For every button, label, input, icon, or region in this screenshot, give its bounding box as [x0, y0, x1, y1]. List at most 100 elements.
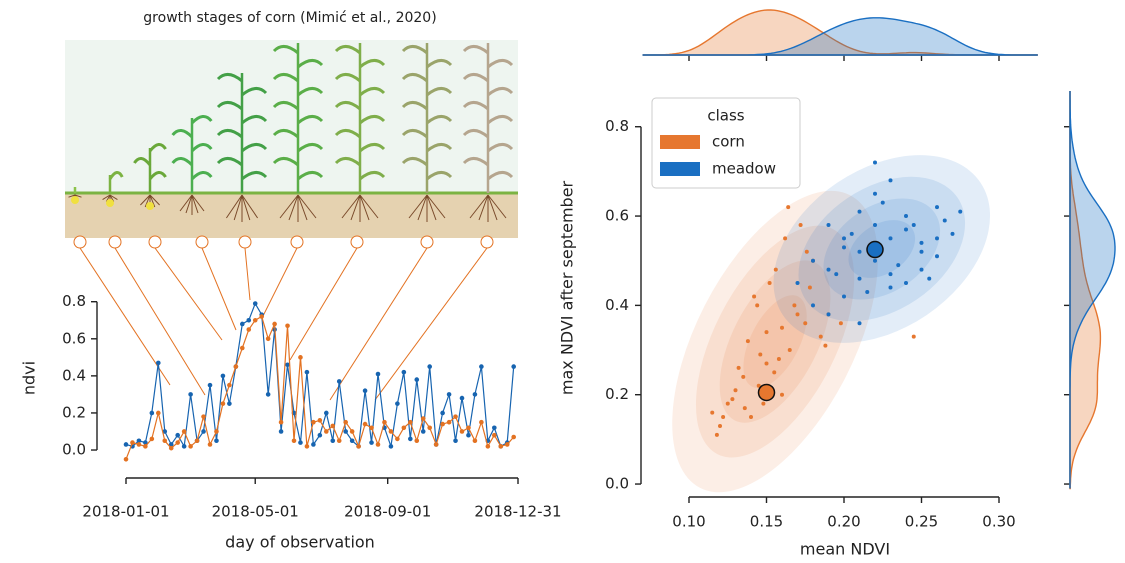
series-point	[420, 429, 426, 434]
series-point	[498, 444, 504, 449]
scatter-point	[857, 276, 862, 281]
connector	[261, 247, 298, 319]
plant-root	[341, 194, 361, 219]
plant-leaf	[216, 73, 243, 83]
plant-leaf	[108, 171, 124, 180]
series-point	[175, 432, 180, 438]
series-point	[375, 442, 381, 447]
scatter-point	[761, 401, 766, 406]
stage-marker	[108, 235, 122, 249]
scatter-point	[767, 281, 772, 286]
legend-swatch	[660, 135, 700, 149]
plant-leaf	[487, 87, 514, 97]
connector	[244, 247, 251, 301]
series-point	[492, 425, 497, 431]
plant-root	[225, 194, 243, 219]
scatter-point	[888, 285, 893, 290]
scatter-point	[873, 160, 877, 165]
series-point	[246, 327, 252, 332]
plant-leaf	[462, 157, 489, 167]
series-point	[343, 419, 348, 425]
scatter-point	[919, 240, 924, 245]
plant-leaf	[133, 157, 152, 166]
scatter-point	[792, 303, 797, 308]
plant-root	[74, 194, 82, 198]
series-point	[181, 444, 187, 449]
plant-root	[191, 194, 199, 214]
connector	[79, 247, 171, 386]
plant-root	[426, 194, 437, 221]
scatter-point	[935, 205, 939, 210]
series-point	[362, 421, 368, 427]
series-point	[414, 377, 420, 382]
x-tick-label: 0.25	[905, 513, 938, 531]
plant-leaf	[190, 143, 213, 153]
x-axis-label: mean NDVI	[800, 540, 890, 559]
plant-leaf	[148, 143, 167, 152]
scatter-point	[823, 343, 828, 348]
scatter-point	[742, 406, 747, 411]
series-point	[453, 414, 458, 419]
plant-root	[149, 194, 156, 208]
scatter-point	[826, 267, 831, 272]
y-tick-label: 0.0	[62, 441, 86, 459]
series-point	[278, 429, 284, 434]
scatter-point	[780, 392, 784, 397]
scatter-point	[873, 258, 877, 263]
plant-root	[191, 194, 205, 212]
plant-leaf	[401, 73, 428, 83]
plant-leaf	[241, 115, 268, 125]
series-point	[123, 442, 129, 447]
plant-leaf	[334, 73, 361, 83]
y-tick-label: 0.4	[62, 366, 86, 384]
plant-leaf	[426, 171, 453, 181]
series-point	[459, 395, 465, 401]
scatter-point	[795, 312, 800, 317]
series-point	[149, 410, 155, 416]
scatter-point	[888, 272, 893, 277]
scatter-point	[857, 321, 862, 326]
plant-leaf	[426, 59, 453, 69]
series-point	[220, 401, 226, 406]
series-point	[427, 425, 432, 431]
connector	[114, 247, 206, 396]
illustration-soil	[65, 193, 518, 238]
series-point	[240, 345, 245, 351]
plant-root	[149, 194, 160, 206]
marginal-x-density	[642, 17, 1038, 56]
scatter-point	[842, 294, 846, 299]
series-point	[466, 432, 471, 438]
plant-leaf	[401, 157, 428, 167]
scatter-point	[772, 370, 777, 375]
plant-leaf	[297, 171, 324, 181]
plant-leaf	[359, 87, 386, 97]
plant-root	[408, 194, 428, 219]
series-point	[427, 364, 432, 369]
scatter-point	[958, 209, 963, 214]
y-tick-label: 0.6	[62, 329, 86, 347]
scatter-point	[714, 432, 719, 437]
plant-leaf	[401, 45, 428, 55]
scatter-point	[873, 222, 877, 227]
plant-root	[297, 194, 308, 221]
series-point	[188, 444, 193, 449]
y-axis-label: max NDVI after september	[558, 180, 577, 395]
plant-root	[68, 194, 76, 198]
stage-marker	[148, 235, 162, 249]
scatter-point	[826, 222, 831, 227]
series-point	[446, 392, 452, 397]
plant-root	[109, 194, 118, 201]
series-point	[492, 432, 497, 438]
scatter-point	[873, 191, 877, 196]
plant-leaf	[462, 101, 489, 111]
plant-root	[426, 194, 446, 219]
plant-leaf	[487, 59, 514, 69]
y-tick-label: 0.8	[605, 117, 629, 135]
scatter-point	[764, 330, 769, 335]
scatter-point	[798, 222, 803, 227]
scatter-point	[811, 258, 815, 263]
series-point	[324, 429, 329, 434]
scatter-point	[710, 410, 715, 415]
stage-connectors	[73, 235, 494, 401]
